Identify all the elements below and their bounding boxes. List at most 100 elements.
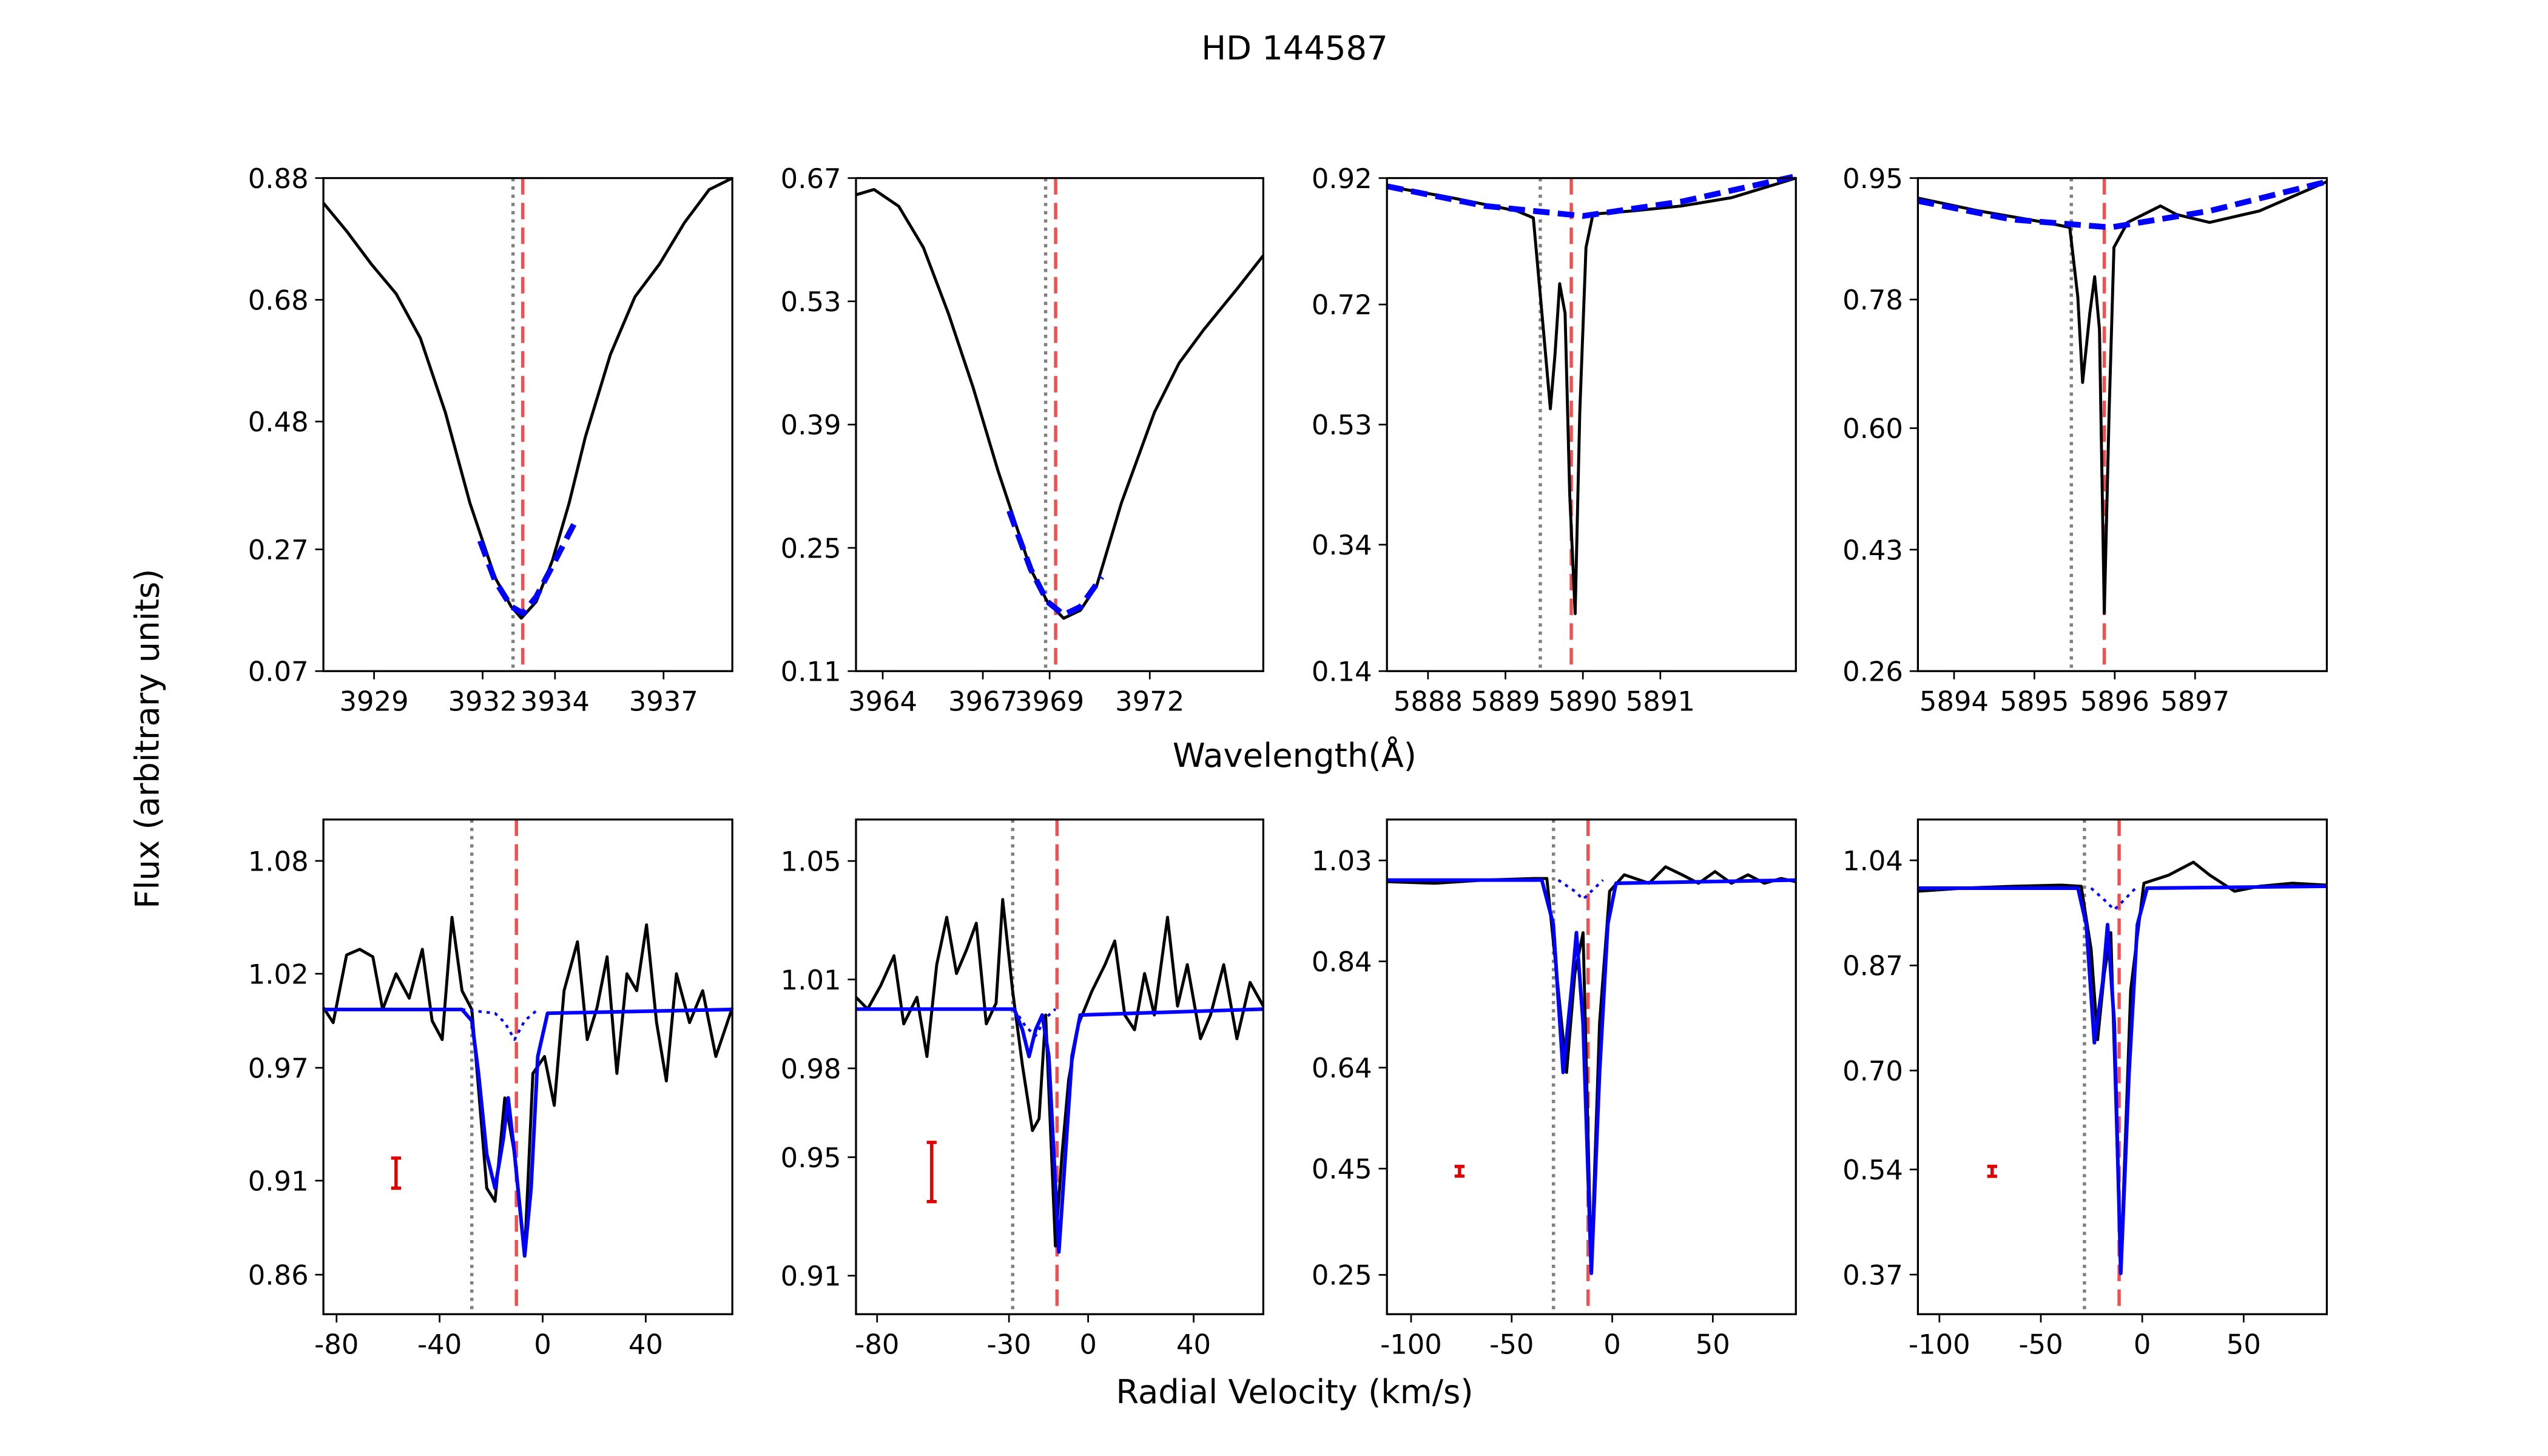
- y-tick-label: 0.26: [1842, 656, 1903, 688]
- y-tick-label: 0.95: [781, 1142, 841, 1174]
- x-tick-label: -40: [417, 1328, 462, 1360]
- x-tick-label: 5888: [1394, 685, 1463, 717]
- axes-frame: [855, 818, 1264, 1315]
- panel: 0.26 0.43 0.60 0.78 0.95 5894 5895 5896 5897: [1842, 163, 2328, 717]
- spectrum-line: [2090, 887, 2137, 911]
- spectrum-line: [462, 1008, 539, 1041]
- y-tick-label: 1.04: [1842, 844, 1903, 877]
- x-tick-label: 0: [1079, 1328, 1097, 1360]
- y-tick-label: 0.84: [1312, 946, 1372, 978]
- y-tick-label: 0.45: [1312, 1153, 1372, 1185]
- panel: 0.07 0.27 0.48 0.68 0.88 3929 3932 3934 3937: [248, 163, 733, 717]
- y-tick-label: 1.02: [248, 958, 309, 990]
- y-tick-label: 0.27: [248, 534, 309, 566]
- panel: 0.25 0.45 0.64 0.84 1.03 -100 -50 0 50: [1312, 818, 1797, 1360]
- spectrum-line: [1918, 884, 2327, 1275]
- x-tick-label: -80: [855, 1328, 899, 1360]
- spectrum-line: [322, 177, 733, 620]
- x-tick-label: 0: [2134, 1328, 2151, 1360]
- x-tick-label: 50: [1696, 1328, 1730, 1360]
- spectrum-line: [855, 187, 1265, 620]
- y-tick-label: 0.54: [1842, 1154, 1903, 1186]
- x-tick-label: 40: [629, 1328, 663, 1360]
- x-tick-label: 3929: [340, 685, 409, 717]
- x-tick-label: -100: [1909, 1328, 1970, 1360]
- axes-frame: [322, 818, 733, 1315]
- x-tick-label: 3972: [1115, 685, 1184, 717]
- axes-frame: [1916, 818, 2328, 1315]
- x-axis-label: Radial Velocity (km/s): [1116, 1373, 1473, 1411]
- axes-frame: [1386, 818, 1797, 1315]
- y-tick-label: 0.43: [1842, 534, 1903, 566]
- x-tick-label: 5890: [1548, 685, 1617, 717]
- x-tick-label: -80: [314, 1328, 359, 1360]
- spectrum-line: [1917, 178, 2328, 231]
- y-tick-label: 0.37: [1842, 1259, 1903, 1291]
- spectrum-line: [1386, 173, 1797, 219]
- axes-frame: [322, 177, 733, 672]
- x-tick-label: 5889: [1471, 685, 1540, 717]
- x-tick-label: 3934: [521, 685, 590, 717]
- x-tick-label: 5897: [2160, 685, 2230, 717]
- axes-frame: [855, 177, 1264, 672]
- x-tick-label: 5896: [2080, 685, 2149, 717]
- y-tick-label: 0.92: [1312, 163, 1372, 195]
- y-tick-label: 0.70: [1842, 1055, 1903, 1087]
- y-tick-label: 0.25: [781, 532, 841, 564]
- y-tick-label: 0.07: [248, 656, 309, 688]
- x-tick-label: 0: [1603, 1328, 1621, 1360]
- panel: 0.14 0.34 0.53 0.72 0.92 5888 5889 5890 5891: [1312, 163, 1797, 717]
- y-tick-label: 0.95: [1842, 163, 1903, 195]
- y-axis-label: Flux (arbitrary units): [128, 568, 166, 908]
- y-tick-label: 0.11: [781, 656, 841, 688]
- x-tick-label: -100: [1380, 1328, 1442, 1360]
- y-tick-label: 0.34: [1312, 529, 1372, 561]
- x-tick-label: 3937: [629, 685, 698, 717]
- y-tick-label: 0.39: [781, 409, 841, 441]
- x-axis-label: Wavelength(Å): [1173, 735, 1417, 775]
- spectrum-line: [1006, 510, 1104, 618]
- axes-frame: [1916, 177, 2328, 672]
- x-tick-label: -50: [1489, 1328, 1534, 1360]
- y-tick-label: 0.86: [248, 1259, 309, 1291]
- y-tick-label: 0.98: [781, 1053, 841, 1085]
- x-tick-label: -50: [2018, 1328, 2063, 1360]
- panel: 0.37 0.54 0.70 0.87 1.04 -100 -50 0 50: [1842, 818, 2328, 1360]
- x-tick-label: 5894: [1919, 685, 1989, 717]
- y-tick-label: 0.88: [248, 163, 309, 195]
- y-tick-label: 0.91: [248, 1165, 309, 1197]
- y-tick-label: 1.08: [248, 845, 309, 877]
- panel: 0.91 0.95 0.98 1.01 1.05 -80 -30 0 40: [781, 818, 1265, 1360]
- y-tick-label: 0.72: [1312, 289, 1372, 321]
- y-tick-label: 0.97: [248, 1052, 309, 1084]
- spectrum-line: [1387, 878, 1796, 1275]
- y-tick-label: 0.64: [1312, 1052, 1372, 1084]
- y-tick-label: 0.78: [1842, 284, 1903, 316]
- y-tick-label: 1.05: [781, 846, 841, 878]
- y-tick-label: 1.01: [781, 964, 841, 996]
- x-tick-label: -30: [987, 1328, 1031, 1360]
- axes-frame: [1386, 177, 1797, 672]
- x-tick-label: 3932: [448, 685, 517, 717]
- y-tick-label: 0.25: [1312, 1259, 1372, 1292]
- y-tick-label: 0.53: [781, 286, 841, 318]
- x-tick-label: 3969: [1015, 685, 1084, 717]
- x-tick-label: 0: [534, 1328, 551, 1360]
- x-tick-label: 50: [2226, 1328, 2261, 1360]
- x-tick-label: 3967: [948, 685, 1017, 717]
- y-tick-label: 1.03: [1312, 845, 1372, 877]
- y-tick-label: 0.67: [781, 163, 841, 195]
- x-tick-label: 40: [1176, 1328, 1211, 1360]
- spectrum-line: [1013, 1008, 1057, 1037]
- y-tick-label: 0.91: [781, 1260, 841, 1292]
- x-tick-label: 5891: [1626, 685, 1695, 717]
- figure-title: HD 144587: [1201, 29, 1388, 67]
- spectrum-line: [477, 523, 577, 616]
- panel: 0.86 0.91 0.97 1.02 1.08 -80 -40 0 40: [248, 818, 734, 1360]
- y-tick-label: 0.14: [1312, 656, 1372, 688]
- y-tick-label: 0.48: [248, 406, 309, 438]
- y-tick-label: 0.87: [1842, 950, 1903, 982]
- x-tick-label: 3964: [848, 685, 917, 717]
